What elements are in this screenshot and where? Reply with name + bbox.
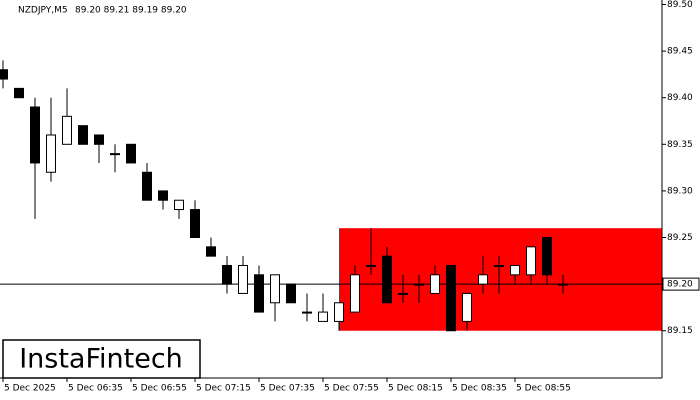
candle-body xyxy=(110,153,120,156)
y-tick-label: 89.50 xyxy=(667,0,693,10)
candle-body xyxy=(238,264,248,294)
candle-body xyxy=(78,125,88,145)
candle-body xyxy=(0,69,8,80)
symbol-title: NZDJPY,M5 xyxy=(18,6,68,16)
y-tick-label: 89.40 xyxy=(667,93,693,103)
price-label: 89.20 xyxy=(667,280,693,290)
candle-body xyxy=(126,143,136,164)
candle-body xyxy=(478,274,488,285)
candle-body xyxy=(366,264,376,267)
candle-body xyxy=(510,264,520,276)
price-label-box xyxy=(662,277,700,291)
candle-body xyxy=(414,283,424,286)
x-tick-label: 5 Dec 08:55 xyxy=(516,384,571,394)
candle-body xyxy=(286,283,296,304)
x-tick-label: 5 Dec 06:35 xyxy=(68,384,123,394)
candle-body xyxy=(62,115,72,145)
logo-box xyxy=(2,339,201,379)
candle-body xyxy=(382,255,392,304)
y-tick-label: 89.45 xyxy=(667,47,693,57)
candle-body xyxy=(334,302,344,322)
candle-body xyxy=(494,264,504,267)
candle-body xyxy=(254,274,264,313)
x-tick-label: 5 Dec 08:35 xyxy=(452,384,507,394)
candle-body xyxy=(222,264,232,285)
candle-body xyxy=(350,274,360,313)
y-tick-label: 89.15 xyxy=(667,326,693,336)
candle-body xyxy=(46,134,56,173)
x-tick-label: 5 Dec 07:55 xyxy=(324,384,379,394)
candle-body xyxy=(558,283,568,286)
candle-body xyxy=(430,274,440,294)
y-tick-label: 89.25 xyxy=(667,233,693,243)
candle-body xyxy=(94,134,104,145)
candle-body xyxy=(142,171,152,201)
candle-body xyxy=(542,237,552,276)
x-tick-label: 5 Dec 2025 xyxy=(4,384,56,394)
logo: InstaFintech xyxy=(19,344,183,375)
candle-body xyxy=(398,292,408,295)
candle-body xyxy=(206,246,216,257)
zone xyxy=(339,228,662,331)
candle-body xyxy=(158,190,168,201)
ohlc-text: 89.20 89.21 89.19 89.20 xyxy=(75,6,187,16)
y-tick-label: 89.35 xyxy=(667,140,693,150)
candle-body xyxy=(318,311,328,322)
candle-body xyxy=(30,106,40,164)
candle-body xyxy=(302,311,312,314)
candle-body xyxy=(270,274,280,304)
candle-body xyxy=(174,199,184,211)
x-tick-label: 5 Dec 07:15 xyxy=(196,384,251,394)
x-tick-label: 5 Dec 06:55 xyxy=(132,384,187,394)
candle-body xyxy=(462,292,472,322)
candle-body xyxy=(526,246,536,276)
candle-body xyxy=(14,87,24,99)
candle-body xyxy=(190,209,200,239)
y-tick-label: 89.30 xyxy=(667,186,693,196)
plot-area xyxy=(0,60,662,332)
candle-body xyxy=(446,264,456,332)
x-tick-label: 5 Dec 07:35 xyxy=(260,384,315,394)
x-tick-label: 5 Dec 08:15 xyxy=(388,384,443,394)
